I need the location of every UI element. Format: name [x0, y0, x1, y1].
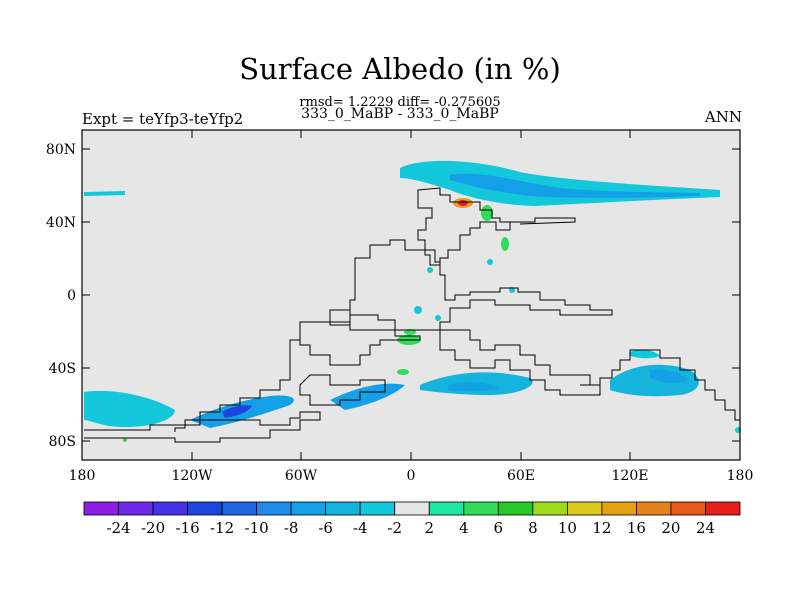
- plot-background: [82, 130, 740, 460]
- colorbar-label: 24: [696, 519, 715, 537]
- coast-antarctic-peninsula: [299, 374, 386, 406]
- coast-siberia: [500, 217, 576, 225]
- coastlines: [84, 187, 740, 443]
- patch-se-1: [610, 364, 699, 397]
- colorbar-box: [497, 501, 534, 516]
- colorbar-box: [601, 501, 637, 516]
- colorbar-box: [670, 501, 706, 516]
- anomaly-fields: [84, 160, 741, 442]
- lat-tick-marks: [82, 148, 740, 442]
- patch-s-1: [330, 383, 405, 410]
- colorbar-box: [463, 501, 499, 516]
- patch-north-band-core: [450, 173, 700, 198]
- colorbar-box: [187, 501, 223, 516]
- lon-tick-label: 60W: [285, 468, 318, 484]
- colorbar-label: 8: [528, 519, 538, 537]
- colorbar-box: [428, 501, 465, 516]
- colorbar-label: -6: [318, 519, 333, 537]
- colorbar-box: [705, 501, 741, 516]
- colorbar-label: -12: [210, 519, 234, 537]
- colorbar-box: [290, 501, 327, 516]
- lat-tick-label: 80N: [46, 142, 76, 158]
- colorbar-box: [83, 501, 119, 516]
- stats-line: rmsd= 1.2229 diff= -0.275605: [299, 95, 501, 110]
- colorbar-box: [325, 501, 361, 516]
- patch-green-1: [481, 205, 493, 221]
- patch-dot-1: [427, 267, 433, 273]
- colorbar-box: [152, 501, 188, 516]
- lat-tick-label: 40N: [46, 215, 76, 231]
- lon-tick-label: 180: [727, 468, 754, 484]
- coast-south-america-like: [174, 339, 300, 432]
- coast-gondwana-east: [439, 329, 601, 396]
- lat-tick-label: 0: [67, 288, 76, 304]
- patch-green-2: [501, 237, 509, 251]
- colorbar-box: [566, 501, 603, 516]
- patch-dot-3: [435, 315, 441, 321]
- patch-dot-7: [123, 438, 127, 442]
- lon-tick-marks: [81, 130, 741, 460]
- colorbar-label: 10: [558, 519, 577, 537]
- colorbar-label: -2: [387, 519, 402, 537]
- patch-dot-5: [487, 259, 493, 265]
- lon-tick-label: 60E: [507, 468, 535, 484]
- colorbar-label: 4: [459, 519, 469, 537]
- colorbar-box: [359, 501, 396, 516]
- lat-tick-label: 40S: [49, 361, 76, 377]
- patch-dot-2: [414, 306, 422, 314]
- colorbar-label: 12: [592, 519, 611, 537]
- lon-tick-label: 120E: [612, 468, 649, 484]
- colorbar-box: [394, 501, 430, 516]
- colorbar-box: [118, 501, 154, 516]
- patch-sw-1: [84, 390, 175, 428]
- coast-pangea-core: [349, 239, 613, 331]
- season-label: ANN: [704, 108, 742, 126]
- patch-s-3: [448, 382, 500, 392]
- coast-gondwana-west: [299, 321, 421, 366]
- colorbar-box: [532, 501, 568, 516]
- lat-tick-labels: 80N 40N 0 40S 80S: [46, 142, 76, 450]
- coast-south-polar: [84, 411, 321, 443]
- colorbar-box: [636, 501, 672, 516]
- lon-tick-label: 120W: [171, 468, 213, 484]
- patch-nw-strip: [84, 191, 125, 196]
- colorbar-label: 20: [661, 519, 680, 537]
- chart-title: Surface Albedo (in %): [239, 52, 561, 86]
- experiment-label: Expt = teYfp3-teYfp2: [82, 110, 244, 128]
- colorbar-label: -16: [176, 519, 200, 537]
- patch-green-4: [397, 369, 409, 375]
- colorbar-label: -10: [245, 519, 269, 537]
- colorbar-label: -8: [284, 519, 299, 537]
- colorbar-label: 6: [494, 519, 504, 537]
- colorbar: -24 -20 -16 -12 -10 -8 -6 -4 -2 2 4 6 8 10 12 16 20 24: [83, 501, 741, 537]
- colorbar-label: 16: [627, 519, 646, 537]
- lon-tick-label: 0: [407, 468, 416, 484]
- lat-tick-label: 80S: [49, 434, 76, 450]
- patch-hotspot-core: [458, 200, 468, 206]
- lon-tick-label: 180: [69, 468, 96, 484]
- lon-tick-labels: 180 120W 60W 0 60E 120E 180: [69, 468, 754, 484]
- colorbar-box: [221, 501, 258, 516]
- colorbar-label: -24: [106, 519, 130, 537]
- colorbar-box: [256, 501, 292, 516]
- coast-eurasia-north: [417, 187, 511, 266]
- subtitle: 333_0_MaBP - 333_0_MaBP: [301, 106, 499, 122]
- colorbar-label: -4: [353, 519, 368, 537]
- colorbar-label: -20: [141, 519, 165, 537]
- patch-sw-3: [222, 405, 252, 418]
- patch-se-3: [630, 349, 660, 359]
- patch-se-2: [650, 369, 688, 383]
- coast-east-gondwana: [580, 349, 740, 421]
- colorbar-label: 2: [424, 519, 434, 537]
